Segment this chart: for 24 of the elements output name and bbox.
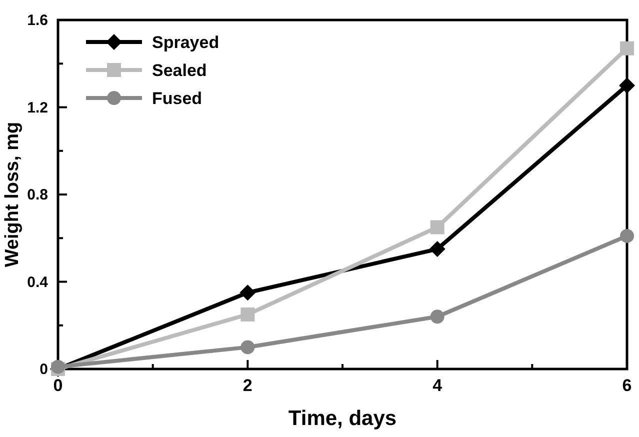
- point: [619, 77, 635, 94]
- point: [430, 220, 444, 234]
- x-tick-label: 2: [242, 376, 252, 395]
- legend-label: Sealed: [152, 61, 207, 80]
- point: [240, 307, 255, 322]
- point: [430, 310, 444, 324]
- point: [51, 360, 65, 374]
- legend-label: Fused: [152, 89, 202, 108]
- point: [620, 228, 634, 243]
- point: [240, 340, 255, 354]
- point: [620, 41, 634, 56]
- x-tick-label: 6: [622, 376, 632, 395]
- point: [240, 284, 256, 301]
- y-axis-title: Weight loss, mg: [2, 122, 23, 268]
- x-tick-label: 4: [432, 376, 443, 395]
- x-tick-label: 0: [53, 376, 63, 395]
- y-tick-label: 1.6: [27, 12, 48, 29]
- y-tick-label: 0.8: [27, 186, 48, 204]
- legend-label: Sprayed: [152, 33, 220, 52]
- y-tick-label: 0.4: [27, 274, 49, 291]
- x-axis-title: Time, days: [288, 407, 397, 430]
- point: [429, 241, 446, 258]
- y-tick-label: 1.2: [27, 99, 48, 116]
- y-tick-label: 0: [40, 361, 48, 378]
